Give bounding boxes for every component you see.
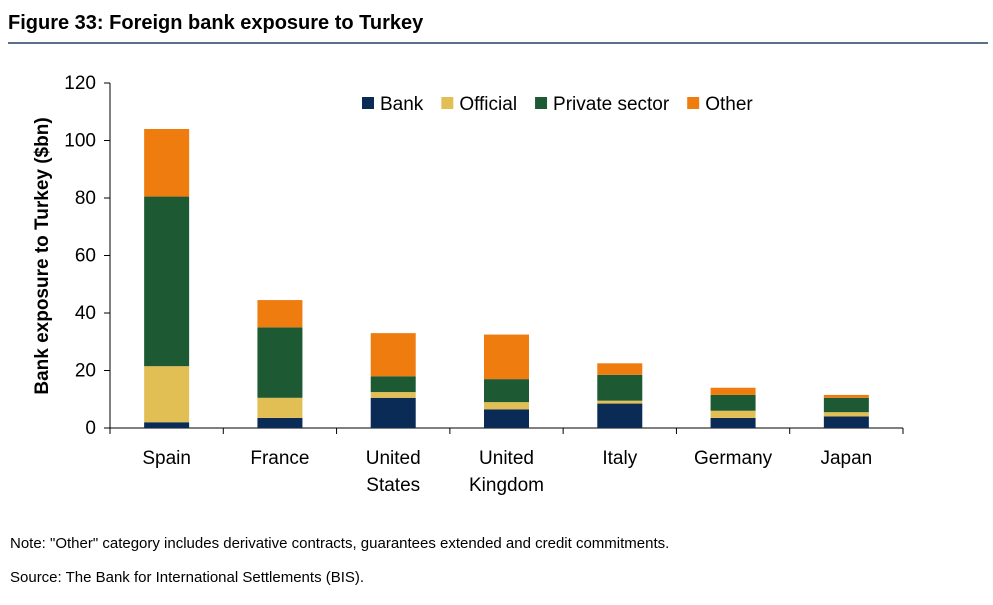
- legend-swatch: [687, 97, 700, 109]
- figure-source: Source: The Bank for International Settl…: [10, 569, 365, 586]
- y-tick-label: 0: [85, 418, 96, 439]
- x-tick-label: Spain: [142, 448, 191, 469]
- bar-segment-other: [144, 129, 190, 197]
- bar-segment-official: [484, 402, 529, 410]
- bar-segment-private-sector: [257, 327, 303, 398]
- figure-note: Note: "Other" category includes derivati…: [10, 535, 670, 552]
- bar-segment-private-sector: [144, 196, 190, 367]
- chart-axes: 0 20 40 60 80 100 120 Spain France United States Un…: [64, 73, 904, 496]
- bar-segment-other: [597, 363, 643, 375]
- bar-segment-bank: [144, 422, 190, 428]
- x-tick-label: United Kingdom: [469, 448, 544, 496]
- legend-swatch: [535, 97, 548, 109]
- title-rule: [8, 42, 988, 44]
- bar-segment-bank: [257, 417, 303, 428]
- y-tick-label: 100: [64, 131, 96, 152]
- bar-segment-private-sector: [823, 397, 869, 413]
- bar-segment-private-sector: [484, 379, 529, 403]
- x-tick-label: Germany: [694, 448, 773, 469]
- bar-segment-other: [257, 300, 303, 328]
- x-tick-label: Italy: [602, 448, 637, 469]
- legend-label: Official: [459, 94, 517, 115]
- bar-segment-bank: [597, 403, 643, 428]
- bar-segment-other: [823, 394, 869, 398]
- bar-segment-official: [257, 397, 303, 418]
- legend-label: Other: [705, 94, 753, 115]
- bar-segment-other: [710, 387, 756, 395]
- bar-segment-official: [370, 392, 416, 398]
- y-axis-label: Bank exposure to Turkey ($bn): [32, 117, 53, 394]
- x-tick-label: United States: [366, 448, 421, 496]
- x-tick-label: France: [250, 448, 309, 469]
- bar-segment-official: [823, 412, 869, 417]
- figure-title: Figure 33: Foreign bank exposure to Turk…: [8, 12, 424, 34]
- y-tick-label: 80: [75, 188, 96, 209]
- chart-legend: Bank Official Private sector Other: [362, 94, 753, 115]
- legend-label: Private sector: [553, 94, 670, 115]
- bar-segment-bank: [484, 409, 529, 428]
- bar-segment-private-sector: [597, 374, 643, 401]
- bar-chart: 0 20 40 60 80 100 120 Spain France United States Un…: [32, 73, 904, 496]
- bar-segment-official: [710, 410, 756, 418]
- y-tick-label: 120: [64, 73, 96, 94]
- bar-segment-other: [370, 333, 416, 377]
- bar-segment-bank: [370, 397, 416, 428]
- bar-segment-official: [597, 400, 643, 404]
- chart-bars: [144, 129, 869, 428]
- bar-segment-other: [484, 334, 529, 380]
- legend-label: Bank: [380, 94, 424, 115]
- y-tick-label: 60: [75, 246, 96, 267]
- legend-swatch: [362, 97, 374, 109]
- bar-segment-private-sector: [710, 394, 756, 411]
- legend-swatch: [441, 97, 454, 109]
- bar-segment-private-sector: [370, 376, 416, 393]
- x-tick-label: Japan: [820, 448, 872, 469]
- bar-segment-bank: [823, 416, 869, 428]
- bar-segment-official: [144, 366, 190, 423]
- y-tick-label: 40: [75, 303, 96, 324]
- bar-segment-bank: [710, 417, 756, 428]
- y-tick-label: 20: [75, 361, 96, 382]
